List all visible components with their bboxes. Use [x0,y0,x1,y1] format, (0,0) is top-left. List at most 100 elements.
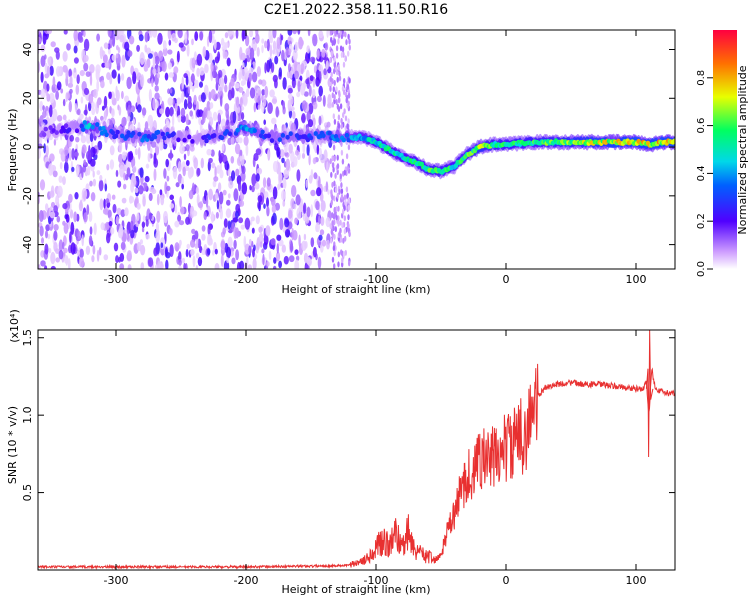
noise-blob [111,108,115,118]
signal-mark [187,134,192,140]
noise-blob [287,93,293,100]
noise-blob [148,192,153,202]
noise-blob [332,166,335,173]
noise-blob [83,62,89,72]
noise-blob [127,250,132,259]
noise-blob [124,207,129,217]
noise-blob [296,207,302,220]
noise-blob [250,216,255,222]
noise-blob [325,217,331,228]
noise-blob [267,149,270,159]
noise-blob [81,167,84,179]
noise-blob [219,208,223,220]
noise-blob [272,74,278,83]
noise-blob [128,35,135,45]
noise-blob [235,168,240,177]
noise-blob [185,263,188,269]
noise-blob [55,90,59,100]
noise-blob [347,50,350,57]
noise-blob [180,206,185,215]
noise-blob [195,252,200,259]
noise-blob [348,44,351,51]
noise-blob [165,158,169,168]
noise-blob [120,209,126,218]
noise-blob [235,249,240,261]
noise-blob [99,174,103,181]
noise-blob [76,74,80,85]
noise-blob [45,145,49,157]
noise-blob [140,74,145,88]
noise-blob [271,98,278,104]
noise-blob [310,237,315,248]
noise-blob [344,31,347,38]
noise-blob [335,52,339,59]
noise-blob [39,179,46,191]
snr-panel: -300 -200 -100 0 100 0.5 1.0 1.5 Height of str… [6,309,676,596]
noise-blob [337,122,341,129]
noise-blob [234,82,240,89]
noise-blob [107,30,112,38]
noise-blob [218,155,224,163]
noise-blob [56,81,62,91]
noise-blob [187,167,193,179]
noise-blob [152,55,156,68]
noise-blob [341,158,345,165]
colorbar-tick-label: 0.0 [696,261,707,277]
noise-blob [116,45,119,51]
noise-blob [50,265,56,269]
noise-blob [102,208,109,215]
noise-blob [288,63,291,73]
noise-blob [241,165,246,175]
figure-title: C2E1.2022.358.11.50.R16 [264,2,448,18]
noise-blob [272,265,277,269]
noise-blob [213,39,217,50]
noise-blob [266,38,270,52]
noise-blob [127,104,132,117]
noise-blob [196,53,203,66]
noise-blob [70,221,75,235]
noise-blob [57,185,63,198]
noise-blob [91,255,95,263]
noise-blob [262,177,267,189]
signal-mark [288,131,293,137]
noise-blob [241,30,245,42]
noise-blob [72,67,77,79]
noise-blob [166,175,170,182]
noise-blob [331,40,334,47]
noise-blob [58,249,64,260]
noise-blob [245,47,251,56]
snr-series-line [38,363,675,570]
noise-blob [249,47,255,61]
noise-blob [68,193,73,203]
noise-blob [254,182,260,190]
noise-blob [249,185,252,191]
noise-blob [337,64,340,71]
signal-mark [74,121,80,131]
noise-blob [317,256,322,269]
noise-blob [336,192,339,199]
noise-blob [271,197,276,207]
noise-blob [191,38,194,46]
noise-blob [251,71,258,83]
noise-blob [163,168,167,179]
noise-blob [105,198,110,204]
noise-blob [174,242,180,252]
noise-blob [339,45,343,52]
noise-blob [126,167,131,178]
noise-blob [291,185,297,198]
y-tick-label: 40 [21,43,34,57]
x-tick-label: -300 [104,574,129,587]
noise-blob [301,152,306,159]
noise-blob [342,251,346,257]
noise-blob [88,116,92,123]
x-tick-label: 100 [626,574,647,587]
noise-blob [154,92,160,100]
noise-blob [278,239,284,247]
noise-blob [83,212,88,223]
noise-blob [62,98,66,107]
noise-blob [303,80,306,90]
noise-blob [74,192,79,200]
noise-blob [112,203,117,214]
noise-blob [74,151,79,157]
noise-blob [98,246,102,256]
